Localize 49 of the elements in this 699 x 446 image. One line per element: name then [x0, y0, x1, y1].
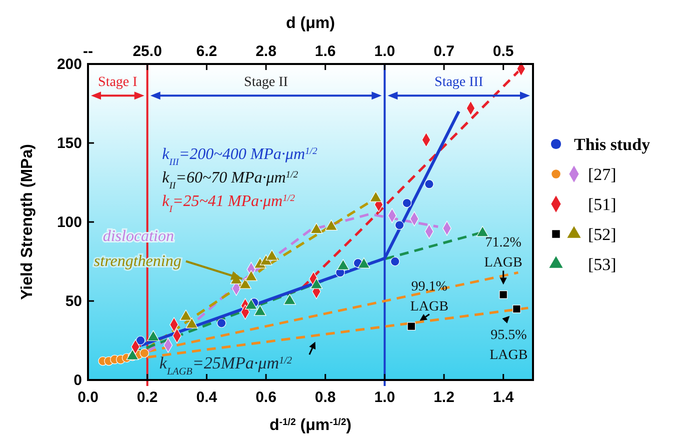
point [394, 220, 404, 230]
point [402, 198, 412, 208]
point [512, 304, 521, 314]
x-tick-label: 1.2 [434, 389, 454, 406]
y-tick-label: 200 [56, 56, 82, 73]
annotation: Stage I [98, 75, 138, 90]
point [140, 348, 150, 358]
x2-axis-title: d (μm) [286, 15, 335, 32]
annotation: 71.2% LAGB [484, 236, 522, 271]
annotation: Stage II [244, 75, 288, 90]
text: 0.7 [434, 43, 454, 60]
y-tick-label: 50 [65, 293, 82, 310]
point [216, 318, 226, 328]
legend-label: [51] [588, 195, 616, 214]
legend-label: [27] [588, 165, 616, 184]
annotation: k$_{II}$=60~70 MPa·μm$^{1/2}$ [162, 169, 298, 191]
annotation: k$_{LAGB}$=25MPa·μm$^{1/2}$ [159, 354, 292, 378]
legend-label: [53] [588, 255, 616, 274]
y-axis-title: Yield Strength (MPa) [19, 144, 36, 300]
text: 25.0 [132, 43, 162, 60]
point [407, 322, 416, 330]
text: 2.8 [256, 43, 276, 60]
x-tick-label: 0.8 [314, 389, 336, 406]
x-tick-label: 0.0 [78, 389, 98, 406]
x-tick-label: 0.2 [136, 389, 158, 406]
y-tick-label: 0 [74, 372, 82, 389]
x-tick-label: 1.4 [492, 389, 514, 406]
text: 0.5 [492, 43, 514, 60]
text: 1.6 [314, 43, 336, 60]
point [136, 336, 146, 346]
x-tick-label: 1.0 [374, 389, 396, 406]
annotation: k$_{I}$=25~41 MPa·μm$^{1/2}$ [162, 192, 296, 215]
y-tick-label: 100 [56, 214, 82, 231]
text: 1.0 [374, 43, 396, 60]
point [424, 179, 434, 189]
y-tick-label: 150 [56, 135, 82, 152]
legend-label: This study [574, 135, 651, 154]
x-tick-label: 0.6 [256, 389, 276, 406]
x-tick-label: 0.4 [196, 389, 218, 406]
annotation: 95.5% LAGB [490, 328, 528, 363]
text: 6.2 [196, 43, 218, 60]
point [499, 290, 508, 299]
annotation: Stage III [434, 75, 484, 90]
point [390, 256, 400, 266]
annotation: 99.1% LAGB [410, 279, 448, 314]
annotation: k$_{III}$=200~400 MPa·μm$^{1/2}$ [162, 145, 318, 168]
text: -- [83, 43, 93, 60]
x-axis-title: d$^{-1/2}$ (μm$^{-1/2}$) [270, 416, 352, 434]
legend-label: [52] [588, 225, 616, 244]
